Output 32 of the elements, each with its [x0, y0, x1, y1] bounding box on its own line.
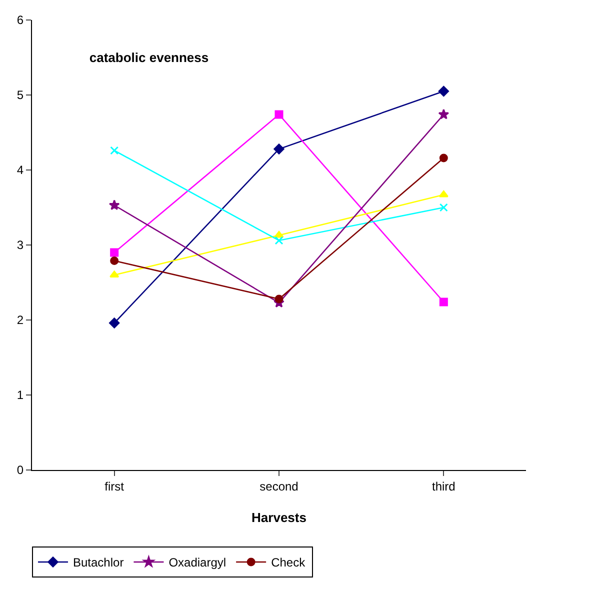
point	[110, 256, 119, 265]
text: catabolic evenness	[89, 50, 209, 66]
point	[110, 146, 119, 155]
point	[110, 270, 120, 278]
point	[438, 190, 448, 198]
x-axis-title: Harvests	[252, 510, 306, 525]
x-tick-label: third	[432, 479, 456, 494]
legend-label: Butachlor	[73, 556, 124, 570]
y-tick-label: 0	[16, 463, 24, 478]
point	[109, 318, 120, 328]
y-tick-label: 5	[16, 88, 24, 102]
y-tick-label: 4	[16, 163, 24, 178]
legend-label: Check	[271, 556, 306, 570]
point	[439, 203, 448, 212]
x-tick-label: first	[104, 479, 125, 494]
y-tick-label: 6	[16, 13, 24, 28]
x-tick-label: second	[260, 479, 298, 494]
point	[439, 154, 448, 162]
legend-label: Oxadiargyl	[168, 556, 226, 570]
point	[439, 298, 448, 306]
point	[274, 231, 284, 238]
point	[108, 200, 120, 210]
y-tick-label: 2	[16, 313, 24, 328]
point	[438, 108, 450, 120]
y-tick-label: 3	[16, 238, 24, 252]
point	[274, 294, 284, 304]
point	[274, 236, 284, 245]
point	[110, 248, 119, 257]
point	[274, 110, 284, 119]
point	[274, 144, 284, 154]
y-tick-label: 1	[16, 388, 24, 402]
point	[438, 86, 449, 97]
